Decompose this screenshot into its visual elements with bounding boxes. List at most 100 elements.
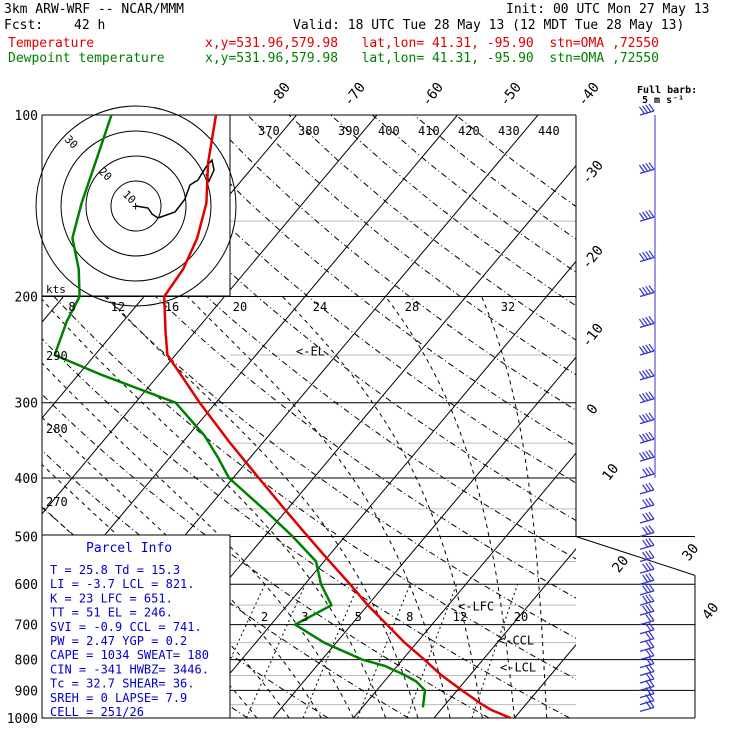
wind-barb-flag	[642, 499, 649, 508]
wind-barb-flag	[642, 451, 649, 460]
isotherm-line	[272, 115, 576, 718]
wind-barb	[639, 473, 655, 479]
isotherm-line	[514, 115, 576, 718]
wind-barb-flag	[642, 317, 649, 326]
wind-barb	[639, 638, 655, 644]
wind-barb	[639, 322, 655, 328]
dewpoint-location-info: x,y=531.96,579.98 lat,lon= 41.31, -95.90…	[205, 51, 659, 66]
dry-adiabat-line	[330, 115, 576, 718]
wind-barb-flag	[645, 210, 652, 219]
valid-time: Valid: 18 UTC Tue 28 May 13 (12 MDT Tue …	[293, 18, 685, 33]
wind-barb	[639, 375, 655, 381]
dewpoint-legend: Dewpoint temperature	[8, 51, 165, 66]
level-marker-label: <-LCL	[500, 660, 536, 674]
wind-barb	[639, 619, 655, 626]
wind-barb-flag	[645, 640, 652, 649]
wind-barb-flag	[645, 594, 652, 603]
wind-barb-flag	[648, 550, 655, 558]
wind-barb-flag	[638, 452, 645, 461]
wind-barb-flag	[648, 572, 655, 581]
wind-barb	[639, 456, 655, 462]
wind-barb-flag	[642, 585, 649, 594]
wind-barb-flag	[648, 250, 655, 258]
hodograph-ring	[85, 155, 187, 257]
dry-adiabat-line	[42, 115, 570, 718]
dry-adiabat-line	[288, 115, 576, 718]
wind-barb-flag	[645, 649, 652, 657]
pressure-tick-label: 900	[15, 684, 38, 699]
wind-barb-flag	[648, 639, 655, 648]
wind-barb	[639, 531, 655, 538]
parcel-info-row: Tc = 32.7 SHEAR= 36.	[50, 677, 195, 691]
wind-barb-flag	[645, 623, 652, 632]
wind-barb-flag	[645, 344, 652, 353]
wind-barb-flag	[648, 431, 655, 440]
dry-adiabat-label: 290	[46, 349, 68, 363]
dry-adiabat-line	[42, 115, 576, 718]
wind-barb-flag	[638, 287, 645, 296]
isotherm-line	[42, 115, 458, 718]
hodograph-frame	[41, 114, 231, 297]
dry-adiabat-line	[80, 115, 576, 718]
wind-barb-flag	[645, 694, 652, 702]
parcel-info-row: K = 23 LFC = 651.	[50, 591, 173, 605]
wind-barb-flag	[642, 526, 649, 535]
isotherm-label: 30	[679, 541, 702, 564]
wind-barb-flag	[645, 526, 652, 534]
wind-barb-flag	[645, 584, 652, 593]
theta-label: 410	[418, 124, 440, 138]
dry-adiabat-line	[247, 115, 576, 718]
wind-barb-flag	[638, 318, 645, 327]
wind-barb-flag	[642, 393, 649, 401]
mixing-ratio-label: 2	[261, 610, 268, 624]
init-time: Init: 00 UTC Mon 27 May 13	[506, 2, 710, 17]
mixing-ratio-label: 3	[301, 610, 308, 624]
wind-barb-flag	[642, 414, 649, 422]
wind-barb-flag	[645, 104, 652, 113]
wind-barb	[639, 398, 655, 404]
wind-barb	[639, 256, 655, 263]
wind-barb-flag	[648, 671, 655, 680]
theta-label: 380	[298, 124, 320, 138]
wind-barb-flag	[645, 679, 652, 688]
parcel-info-row: CIN = -341 HWBZ= 3446.	[50, 662, 209, 676]
wind-barb	[639, 670, 655, 677]
wind-barb-flag	[648, 162, 655, 170]
wind-barb-flag	[648, 103, 655, 112]
wind-barb	[639, 110, 655, 116]
wind-barb-flag	[642, 211, 649, 220]
wind-barb-flag	[648, 482, 655, 491]
wind-barb-flag	[648, 593, 655, 602]
wind-barb-flag	[642, 539, 649, 548]
isotherm-label: -40	[575, 80, 603, 110]
isotherm-label: 20	[609, 553, 632, 576]
wind-barb-flag	[638, 346, 645, 355]
wind-barb-flag	[642, 345, 649, 354]
wind-barb	[639, 568, 655, 574]
speed-scale-label: 12	[111, 300, 125, 314]
mixing-ratio-label: 20	[514, 610, 528, 624]
wind-barb-flag	[648, 537, 655, 546]
wind-barb-flag	[642, 252, 649, 260]
pressure-tick-label: 100	[15, 109, 38, 124]
theta-label: 370	[258, 124, 280, 138]
dry-adiabat-label: 280	[46, 422, 68, 436]
isotherm-label: -80	[266, 80, 294, 110]
wind-barb-flag	[645, 413, 652, 421]
wind-barb	[639, 544, 655, 550]
wind-barb-flag	[642, 595, 649, 604]
parcel-info-row: T = 25.8 Td = 15.3	[50, 563, 180, 577]
theta-label: 430	[498, 124, 520, 138]
pressure-tick-label: 800	[15, 654, 38, 669]
wind-barb	[639, 556, 655, 563]
wind-barb-flag	[642, 551, 649, 560]
wind-barb-flag	[648, 693, 655, 701]
wind-barb-flag	[645, 538, 652, 547]
wind-barb-flag	[638, 106, 645, 115]
parcel-info-row: LI = -3.7 LCL = 821.	[50, 577, 195, 591]
mixing-ratio-label: 5	[355, 610, 362, 624]
pressure-tick-label: 500	[15, 530, 38, 545]
speed-scale-label: 20	[233, 300, 247, 314]
pressure-tick-label: 300	[15, 397, 38, 412]
